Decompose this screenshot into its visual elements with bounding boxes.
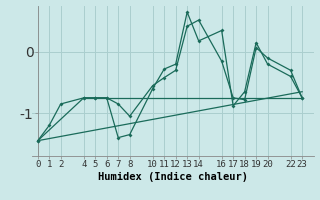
- X-axis label: Humidex (Indice chaleur): Humidex (Indice chaleur): [98, 172, 248, 182]
